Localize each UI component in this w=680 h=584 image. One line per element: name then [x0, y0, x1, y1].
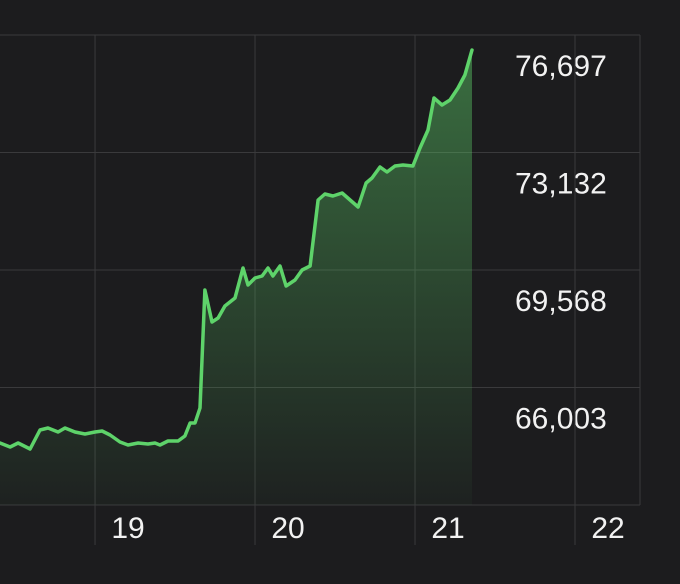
x-tick-label: 19: [111, 512, 144, 545]
y-tick-label: 66,003: [515, 402, 607, 435]
x-tick-label: 20: [271, 512, 304, 545]
price-line: [0, 48, 474, 451]
x-tick-label: 22: [591, 512, 624, 545]
x-tick-label: 21: [431, 512, 464, 545]
area-fill: [0, 50, 472, 505]
y-tick-label: 76,697: [515, 50, 607, 83]
y-tick-label: 73,132: [515, 167, 607, 200]
y-tick-label: 69,568: [515, 285, 607, 318]
